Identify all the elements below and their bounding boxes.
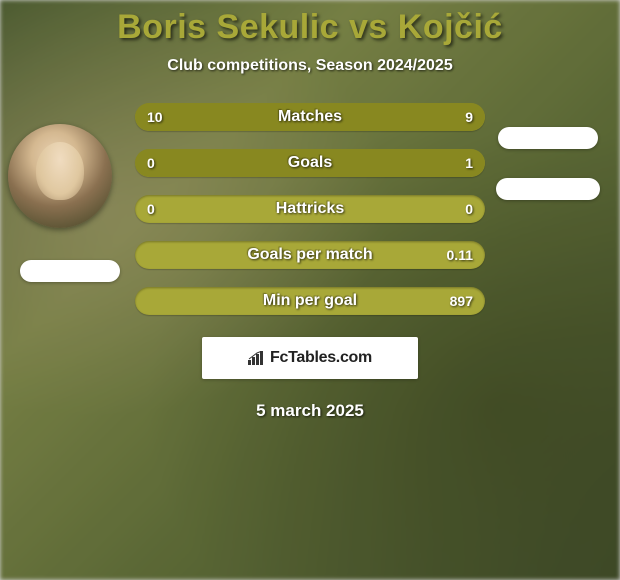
fctables-logo[interactable]: FcTables.com	[202, 337, 418, 379]
logo-text: FcTables.com	[270, 349, 372, 367]
stat-row: 0.11Goals per match	[135, 241, 485, 269]
stat-row: 897Min per goal	[135, 287, 485, 315]
stat-fill-right	[321, 103, 486, 131]
stat-value-right: 1	[465, 155, 473, 171]
stat-value-left: 10	[147, 109, 163, 125]
stat-value-right: 0.11	[447, 247, 473, 263]
stat-value-right: 9	[465, 109, 473, 125]
page-subtitle: Club competitions, Season 2024/2025	[167, 57, 452, 75]
stats-container: 109Matches01Goals00Hattricks0.11Goals pe…	[0, 103, 620, 315]
stat-label: Goals per match	[135, 246, 485, 264]
stat-fill-right	[156, 149, 485, 177]
stat-value-right: 897	[450, 293, 473, 309]
stat-label: Hattricks	[135, 200, 485, 218]
stat-row: 109Matches	[135, 103, 485, 131]
stat-label: Min per goal	[135, 292, 485, 310]
stat-row: 01Goals	[135, 149, 485, 177]
content-container: Boris Sekulic vs Kojčić Club competition…	[0, 0, 620, 580]
stat-value-left: 0	[147, 201, 155, 217]
stat-row: 0 0Hattricks	[135, 195, 485, 223]
date-label: 5 march 2025	[256, 401, 364, 421]
page-title: Boris Sekulic vs Kojčić	[117, 8, 503, 47]
stat-value-left: 0	[147, 155, 155, 171]
chart-icon	[248, 351, 266, 365]
stat-value-right: 0	[465, 201, 473, 217]
